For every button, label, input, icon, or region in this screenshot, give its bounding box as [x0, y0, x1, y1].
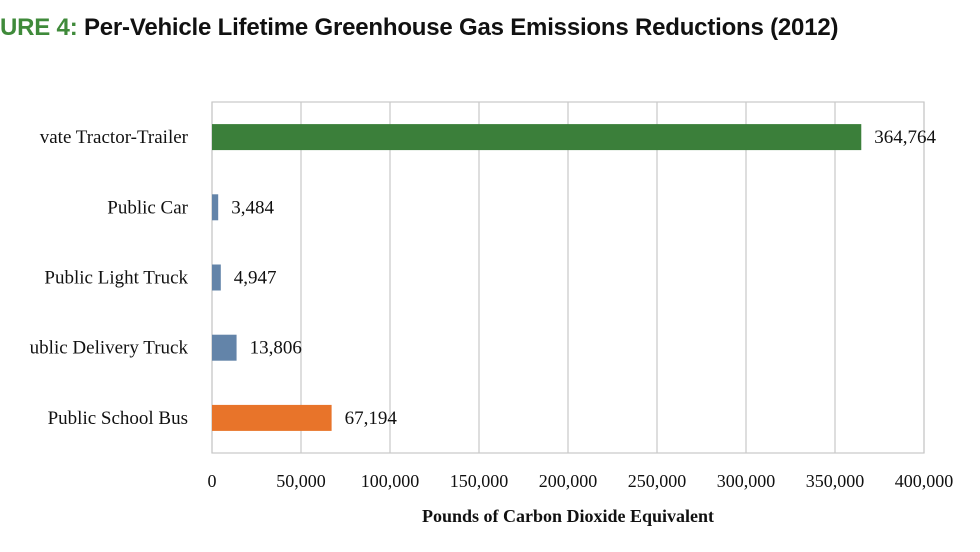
- value-labels: 364,764 3,484 4,947 13,806 67,194: [231, 127, 936, 429]
- value-label: 4,947: [234, 268, 277, 289]
- x-tick-label: 100,000: [361, 471, 420, 491]
- x-axis-label: Pounds of Carbon Dioxide Equivalent: [422, 506, 714, 526]
- category-labels: vate Tractor-Trailer Public Car Public Lig…: [30, 127, 189, 429]
- value-label: 13,806: [250, 338, 302, 359]
- value-label: 364,764: [874, 127, 936, 148]
- category-label: ublic Delivery Truck: [30, 338, 189, 359]
- bar: [212, 404, 332, 431]
- bar: [212, 264, 221, 291]
- x-tick-label: 250,000: [628, 471, 687, 491]
- x-tick-labels: 0 50,000 100,000 150,000 200,000 250,000 300,0…: [208, 471, 954, 491]
- gridlines: [211, 101, 925, 454]
- value-label: 3,484: [231, 197, 274, 218]
- category-label: vate Tractor-Trailer: [40, 127, 189, 148]
- x-tick-label: 300,000: [717, 471, 776, 491]
- category-label: Public Light Truck: [44, 268, 188, 289]
- bar: [212, 124, 862, 151]
- category-label: Public School Bus: [48, 408, 188, 429]
- category-label: Public Car: [107, 197, 188, 218]
- x-tick-label: 400,000: [895, 471, 954, 491]
- bar: [212, 334, 237, 361]
- x-tick-label: 0: [208, 471, 217, 491]
- value-label: 67,194: [345, 408, 398, 429]
- x-tick-label: 350,000: [806, 471, 865, 491]
- bar: [212, 194, 219, 221]
- figure-number: URE 4:: [0, 14, 78, 41]
- x-tick-label: 200,000: [539, 471, 598, 491]
- x-tick-label: 50,000: [276, 471, 326, 491]
- x-tick-label: 150,000: [450, 471, 509, 491]
- figure-title: Per-Vehicle Lifetime Greenhouse Gas Emis…: [83, 14, 839, 41]
- chart-title: URE 4: Per-Vehicle Lifetime Greenhouse G…: [0, 14, 838, 42]
- bars: [212, 124, 862, 431]
